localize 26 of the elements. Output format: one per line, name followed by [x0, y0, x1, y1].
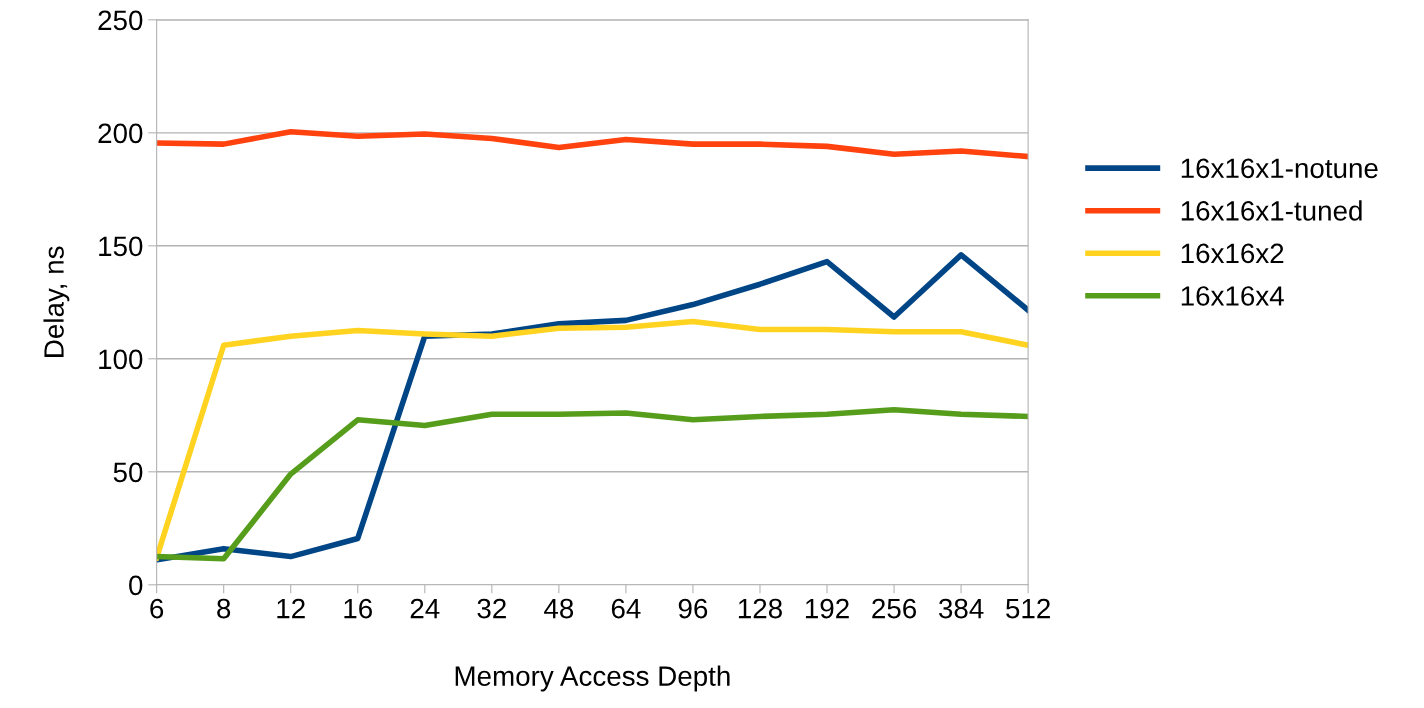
x-tick-label: 96 — [678, 598, 708, 619]
y-tick-label: 100 — [99, 349, 143, 370]
x-tick-label: 6 — [150, 598, 164, 619]
legend-label: 16x16x1-notune — [1181, 158, 1378, 179]
x-tick-label: 512 — [1006, 598, 1050, 619]
y-tick-label: 150 — [99, 236, 143, 257]
y-tick-label: 250 — [98, 10, 143, 31]
y-tick-label: 0 — [129, 575, 143, 596]
x-tick-label: 384 — [938, 598, 984, 619]
x-tick-label: 48 — [544, 598, 574, 619]
x-tick-label: 128 — [738, 598, 782, 619]
x-tick-label: 8 — [217, 598, 231, 619]
legend-label: 16x16x2 — [1181, 243, 1284, 264]
x-axis-title: Memory Access Depth — [455, 665, 730, 692]
legend-label: 16x16x1-tuned — [1181, 200, 1362, 221]
y-tick-label: 50 — [113, 462, 143, 483]
x-tick-label: 24 — [410, 598, 440, 619]
x-tick-label: 192 — [805, 598, 849, 619]
y-axis-title: Delay, ns — [43, 246, 70, 357]
x-tick-label: 32 — [477, 598, 506, 619]
x-tick-label: 16 — [344, 598, 372, 619]
x-tick-label: 64 — [611, 598, 641, 619]
x-tick-label: 256 — [872, 598, 917, 619]
legend-label: 16x16x4 — [1181, 286, 1284, 306]
x-tick-label: 12 — [277, 598, 305, 619]
y-tick-label: 200 — [98, 123, 143, 144]
